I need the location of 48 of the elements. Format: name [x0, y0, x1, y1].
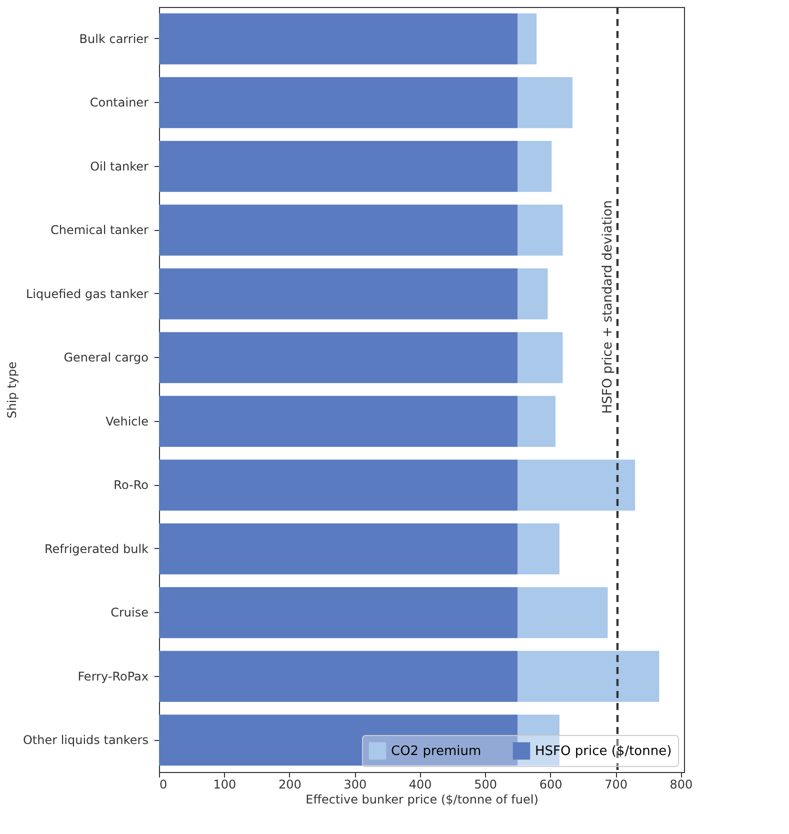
- y-tick-label: Chemical tanker: [50, 223, 149, 238]
- x-tick-label: 800: [670, 778, 693, 792]
- y-tick-label: Liquefied gas tanker: [26, 286, 149, 301]
- x-tick-label: 100: [213, 778, 236, 792]
- x-tick-label: 500: [474, 778, 498, 792]
- bar: [159, 204, 518, 256]
- bar: [159, 332, 518, 384]
- bar: [518, 268, 548, 320]
- legend-label: CO2 premium: [391, 744, 482, 759]
- y-tick-label: Container: [90, 96, 149, 110]
- bar: [159, 140, 518, 192]
- bar: [518, 204, 563, 256]
- bar: [159, 268, 518, 320]
- y-tick-label: Ro-Ro: [114, 478, 148, 492]
- y-tick-label: Refrigerated bulk: [44, 542, 149, 556]
- y-tick-label: Oil tanker: [90, 159, 149, 174]
- bar: [518, 77, 572, 128]
- bar: [518, 587, 608, 638]
- y-tick-label: General cargo: [64, 350, 148, 365]
- bar: [518, 650, 660, 702]
- bar: [159, 396, 518, 447]
- bar: [518, 523, 560, 574]
- bar: [159, 523, 518, 574]
- bar: [518, 460, 636, 511]
- bar: [159, 650, 518, 702]
- x-tick-label: 400: [408, 778, 432, 792]
- y-tick-label: Other liquids tankers: [22, 733, 148, 748]
- x-tick-label: 600: [539, 778, 562, 792]
- x-tick-label: 300: [344, 778, 367, 792]
- bar: [159, 13, 518, 64]
- y-tick-label: Ferry-RoPax: [78, 669, 148, 684]
- legend-label: HSFO price ($/tonne): [535, 744, 672, 759]
- bar: [518, 13, 537, 64]
- bar: [518, 396, 556, 447]
- y-tick-label: Bulk carrier: [79, 32, 149, 46]
- x-axis-title: Effective bunker price ($/tonne of fuel): [306, 792, 538, 806]
- ref-line-label: HSFO price + standard deviation: [600, 200, 616, 414]
- x-tick-label: 700: [604, 778, 628, 792]
- bar: [518, 140, 552, 192]
- bar: [518, 332, 563, 384]
- y-tick-label: Cruise: [110, 606, 148, 620]
- bar: [159, 587, 518, 638]
- y-tick-label: Vehicle: [106, 414, 148, 428]
- x-tick-label: 0: [160, 778, 168, 792]
- bar: [159, 77, 518, 128]
- x-tick-label: 200: [278, 778, 302, 792]
- y-axis-title: Ship type: [4, 362, 19, 418]
- bar: [159, 460, 518, 511]
